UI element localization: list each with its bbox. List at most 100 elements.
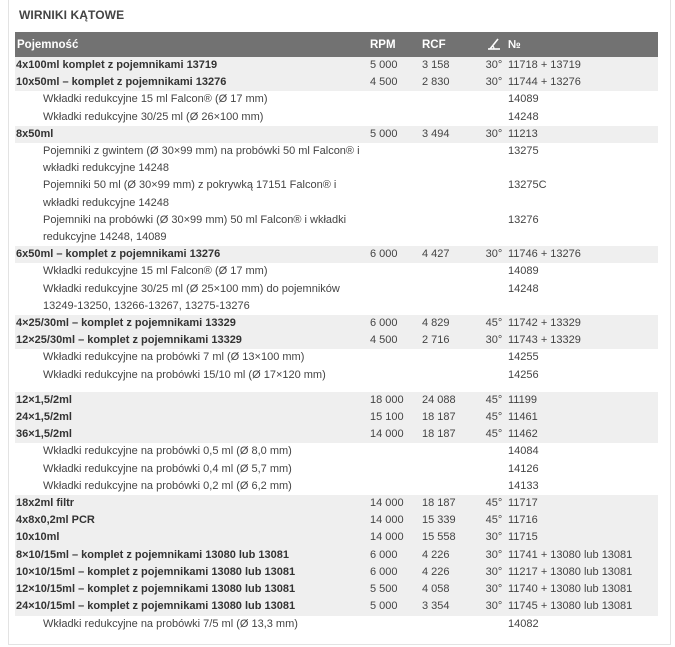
cell-rcf: 18 187 <box>422 426 480 444</box>
cell-capacity: Wkładki redukcyjne na probówki 0,5 ml (Ø… <box>15 443 370 461</box>
cell-number: 14089 <box>508 91 658 109</box>
cell-rcf <box>422 349 480 367</box>
cell-angle: 45° <box>480 391 508 410</box>
cell-rpm: 4 500 <box>370 74 422 92</box>
cell-rcf: 4 226 <box>422 546 480 564</box>
cell-capacity: 18x2ml filtr <box>15 495 370 513</box>
cell-number: 14089 <box>508 263 658 281</box>
cell-rpm <box>370 366 422 384</box>
header-number: № <box>508 32 658 57</box>
cell-rcf: 4 226 <box>422 563 480 582</box>
cell-number: 14126 <box>508 460 658 478</box>
cell-rpm <box>370 263 422 281</box>
header-rpm: RPM <box>370 32 422 57</box>
cell-angle <box>480 143 508 178</box>
table-row: 18x2ml filtr 14 000 18 187 45° 11717 <box>15 495 658 513</box>
cell-rcf: 15 558 <box>422 529 480 547</box>
table-subrow: Pojemniki na probówki (Ø 30×99 mm) 50 ml… <box>15 211 658 247</box>
cell-capacity: 6x50ml – komplet z pojemnikami 13276 <box>15 246 370 264</box>
table-subrow: Pojemniki 50 ml (Ø 30×99 mm) z pokrywką … <box>15 177 658 212</box>
cell-rpm: 14 000 <box>370 512 422 530</box>
cell-angle <box>480 280 508 316</box>
cell-rpm: 5 500 <box>370 581 422 599</box>
cell-number: 14133 <box>508 477 658 496</box>
table-row: 10x10ml 14 000 15 558 30° 11715 <box>15 529 658 547</box>
cell-capacity: 10x10ml <box>15 529 370 547</box>
cell-capacity: 8×10/15ml – komplet z pojemnikami 13080 … <box>15 546 370 564</box>
table-subrow: Wkładki redukcyjne 15 ml Falcon® (Ø 17 m… <box>15 263 658 281</box>
cell-rpm <box>370 108 422 126</box>
cell-rcf: 18 187 <box>422 409 480 427</box>
table-row: 12×1,5/2ml 18 000 24 088 45° 11199 <box>15 391 658 410</box>
cell-rpm: 14 000 <box>370 495 422 513</box>
cell-number: 11461 <box>508 409 658 427</box>
cell-rcf <box>422 211 480 247</box>
cell-angle: 45° <box>480 426 508 444</box>
cell-number: 11462 <box>508 426 658 444</box>
cell-number: 13276 <box>508 211 658 247</box>
table-row: 6x50ml – komplet z pojemnikami 13276 6 00… <box>15 246 658 264</box>
cell-angle: 45° <box>480 409 508 427</box>
cell-angle: 30° <box>480 563 508 582</box>
cell-angle <box>480 91 508 109</box>
cell-rcf: 4 427 <box>422 246 480 264</box>
cell-capacity: Pojemniki na probówki (Ø 30×99 mm) 50 ml… <box>15 211 370 247</box>
cell-number: 11716 <box>508 512 658 530</box>
table-header-row: Pojemność RPM RCF № <box>15 32 658 57</box>
cell-rcf: 3 158 <box>422 57 480 75</box>
cell-rcf <box>422 615 480 633</box>
cell-angle <box>480 177 508 212</box>
cell-capacity: 24×1,5/2ml <box>15 409 370 427</box>
cell-capacity: Pojemniki z gwintem (Ø 30×99 mm) na prob… <box>15 143 370 178</box>
cell-angle: 30° <box>480 581 508 599</box>
cell-rcf <box>422 366 480 384</box>
cell-rcf: 3 494 <box>422 125 480 144</box>
cell-number: 11745 + 13080 lub 13081 <box>508 598 658 616</box>
cell-rpm: 6 000 <box>370 315 422 333</box>
header-capacity: Pojemność <box>15 32 370 57</box>
cell-angle: 30° <box>480 529 508 547</box>
cell-rcf: 2 830 <box>422 74 480 92</box>
table-row: 4x8x0,2ml PCR 14 000 15 339 45° 11716 <box>15 512 658 530</box>
section-title: WIRNIKI KĄTOWE <box>19 8 125 22</box>
table-subrow: Wkładki redukcyjne na probówki 0,5 ml (Ø… <box>15 443 658 461</box>
cell-capacity: Wkładki redukcyjne 30/25 ml (Ø 25×100 mm… <box>15 280 370 316</box>
cell-capacity: Pojemniki 50 ml (Ø 30×99 mm) z pokrywką … <box>15 177 370 212</box>
cell-rpm: 6 000 <box>370 546 422 564</box>
header-rcf: RCF <box>422 32 480 57</box>
cell-number: 11715 <box>508 529 658 547</box>
cell-capacity: 4×25/30ml – komplet z pojemnikami 13329 <box>15 315 370 333</box>
cell-angle: 30° <box>480 57 508 75</box>
cell-rcf <box>422 177 480 212</box>
cell-rpm <box>370 91 422 109</box>
cell-number: 13275 <box>508 143 658 178</box>
cell-angle <box>480 263 508 281</box>
cell-number: 11199 <box>508 391 658 410</box>
cell-rpm <box>370 177 422 212</box>
cell-capacity: Wkładki redukcyjne 15 ml Falcon® (Ø 17 m… <box>15 263 370 281</box>
cell-rcf <box>422 477 480 496</box>
cell-number: 14248 <box>508 280 658 316</box>
table-subrow: Wkładki redukcyjne na probówki 7/5 ml (Ø… <box>15 615 658 633</box>
cell-rcf: 18 187 <box>422 495 480 513</box>
cell-angle: 45° <box>480 315 508 333</box>
cell-capacity: 8x50ml <box>15 125 370 144</box>
cell-number: 14084 <box>508 443 658 461</box>
cell-capacity: Wkładki redukcyjne 15 ml Falcon® (Ø 17 m… <box>15 91 370 109</box>
content-panel <box>8 0 671 645</box>
cell-rcf: 4 829 <box>422 315 480 333</box>
table-row: 4×25/30ml – komplet z pojemnikami 13329 6… <box>15 315 658 333</box>
cell-rcf <box>422 91 480 109</box>
cell-number: 13275C <box>508 177 658 212</box>
cell-rcf: 15 339 <box>422 512 480 530</box>
table-row: 24×10/15ml – komplet z pojemnikami 13080… <box>15 598 658 616</box>
cell-angle <box>480 477 508 496</box>
cell-rcf: 3 354 <box>422 598 480 616</box>
cell-rcf <box>422 280 480 316</box>
cell-angle: 30° <box>480 125 508 144</box>
cell-angle <box>480 211 508 247</box>
table-row: 12×10/15ml – komplet z pojemnikami 13080… <box>15 581 658 599</box>
table-subrow: Wkładki redukcyjne na probówki 0,4 ml (Ø… <box>15 460 658 478</box>
cell-number: 11744 + 13276 <box>508 74 658 92</box>
table-subrow: Wkładki redukcyjne na probówki 0,2 ml (Ø… <box>15 477 658 496</box>
